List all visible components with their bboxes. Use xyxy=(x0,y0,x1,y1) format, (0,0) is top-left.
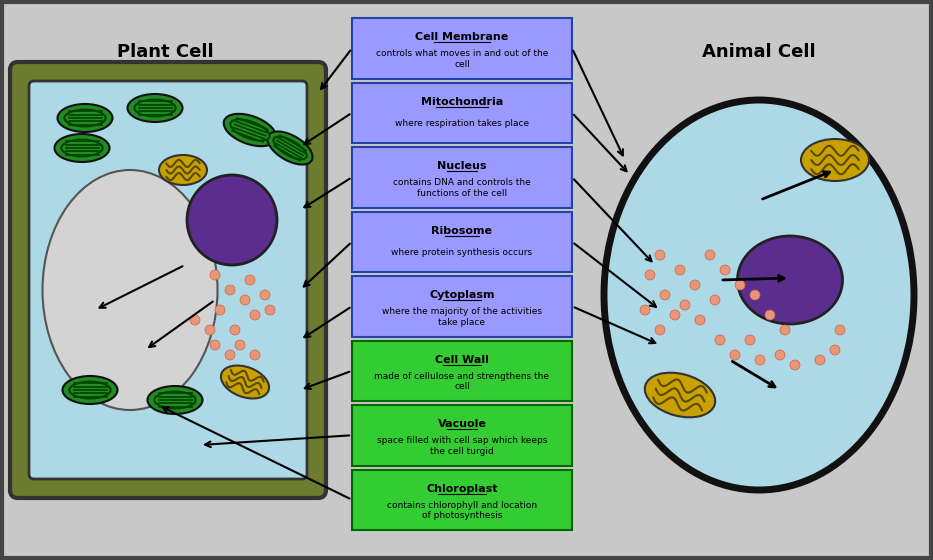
Circle shape xyxy=(710,295,720,305)
Circle shape xyxy=(210,270,220,280)
Circle shape xyxy=(655,325,665,335)
Ellipse shape xyxy=(273,137,307,160)
Ellipse shape xyxy=(230,119,270,141)
Ellipse shape xyxy=(128,94,183,122)
Circle shape xyxy=(680,300,690,310)
Circle shape xyxy=(250,310,260,320)
Circle shape xyxy=(715,335,725,345)
Circle shape xyxy=(675,265,685,275)
Ellipse shape xyxy=(62,139,103,156)
Text: Cytoplasm: Cytoplasm xyxy=(429,291,494,300)
Ellipse shape xyxy=(224,114,276,146)
FancyBboxPatch shape xyxy=(352,18,572,78)
Circle shape xyxy=(815,355,825,365)
Text: where protein synthesis occurs: where protein synthesis occurs xyxy=(392,248,533,257)
Text: where the majority of the activities
take place: where the majority of the activities tak… xyxy=(382,307,542,327)
Circle shape xyxy=(250,350,260,360)
Ellipse shape xyxy=(645,372,716,417)
Circle shape xyxy=(660,290,670,300)
Ellipse shape xyxy=(737,236,842,324)
Circle shape xyxy=(735,280,745,290)
Text: Cell Wall: Cell Wall xyxy=(435,355,489,365)
Text: Mitochondria: Mitochondria xyxy=(421,97,503,107)
Text: contains DNA and controls the
functions of the cell: contains DNA and controls the functions … xyxy=(393,179,531,198)
Circle shape xyxy=(645,270,655,280)
FancyBboxPatch shape xyxy=(352,405,572,465)
Text: Cell Membrane: Cell Membrane xyxy=(415,32,508,43)
Text: Plant Cell: Plant Cell xyxy=(117,43,214,61)
Circle shape xyxy=(790,360,800,370)
Ellipse shape xyxy=(604,100,914,490)
Circle shape xyxy=(745,335,755,345)
Ellipse shape xyxy=(54,134,109,162)
Circle shape xyxy=(835,325,845,335)
Ellipse shape xyxy=(154,391,196,408)
Circle shape xyxy=(225,285,235,295)
FancyBboxPatch shape xyxy=(352,147,572,208)
FancyBboxPatch shape xyxy=(352,276,572,337)
Ellipse shape xyxy=(43,170,217,410)
Circle shape xyxy=(230,325,240,335)
Circle shape xyxy=(780,325,790,335)
Text: Ribosome: Ribosome xyxy=(431,226,493,236)
FancyBboxPatch shape xyxy=(352,82,572,143)
Circle shape xyxy=(695,315,705,325)
Text: Vacuole: Vacuole xyxy=(438,419,486,430)
Circle shape xyxy=(830,345,840,355)
Circle shape xyxy=(750,290,760,300)
Circle shape xyxy=(240,295,250,305)
Circle shape xyxy=(215,305,225,315)
Text: space filled with cell sap which keeps
the cell turgid: space filled with cell sap which keeps t… xyxy=(377,436,547,456)
Circle shape xyxy=(640,305,650,315)
Ellipse shape xyxy=(63,376,118,404)
Ellipse shape xyxy=(69,381,111,398)
Text: Nucleus: Nucleus xyxy=(438,161,487,171)
Circle shape xyxy=(765,310,775,320)
Ellipse shape xyxy=(58,104,113,132)
FancyBboxPatch shape xyxy=(10,62,326,498)
Ellipse shape xyxy=(221,366,269,399)
Ellipse shape xyxy=(159,155,207,185)
Ellipse shape xyxy=(134,100,175,116)
Circle shape xyxy=(265,305,275,315)
Ellipse shape xyxy=(64,110,105,127)
Circle shape xyxy=(730,350,740,360)
Circle shape xyxy=(705,250,715,260)
Circle shape xyxy=(655,250,665,260)
Circle shape xyxy=(670,310,680,320)
Circle shape xyxy=(190,315,200,325)
Circle shape xyxy=(205,325,215,335)
FancyBboxPatch shape xyxy=(352,469,572,530)
Circle shape xyxy=(210,340,220,350)
Ellipse shape xyxy=(147,386,202,414)
FancyBboxPatch shape xyxy=(352,212,572,272)
Text: where respiration takes place: where respiration takes place xyxy=(395,119,529,128)
FancyBboxPatch shape xyxy=(29,81,307,479)
Ellipse shape xyxy=(801,139,869,181)
FancyBboxPatch shape xyxy=(352,340,572,401)
Circle shape xyxy=(225,350,235,360)
Text: Animal Cell: Animal Cell xyxy=(703,43,815,61)
Ellipse shape xyxy=(268,132,313,165)
Circle shape xyxy=(755,355,765,365)
Circle shape xyxy=(775,350,785,360)
Text: contains chlorophyll and location
of photosynthesis: contains chlorophyll and location of pho… xyxy=(387,501,537,520)
Circle shape xyxy=(235,340,245,350)
Circle shape xyxy=(720,265,730,275)
Circle shape xyxy=(260,290,270,300)
Text: controls what moves in and out of the
cell: controls what moves in and out of the ce… xyxy=(376,49,549,69)
Circle shape xyxy=(245,275,255,285)
Ellipse shape xyxy=(187,175,277,265)
Circle shape xyxy=(690,280,700,290)
Text: made of cellulose and strengthens the
cell: made of cellulose and strengthens the ce… xyxy=(374,372,550,391)
Text: Chloroplast: Chloroplast xyxy=(426,484,497,494)
